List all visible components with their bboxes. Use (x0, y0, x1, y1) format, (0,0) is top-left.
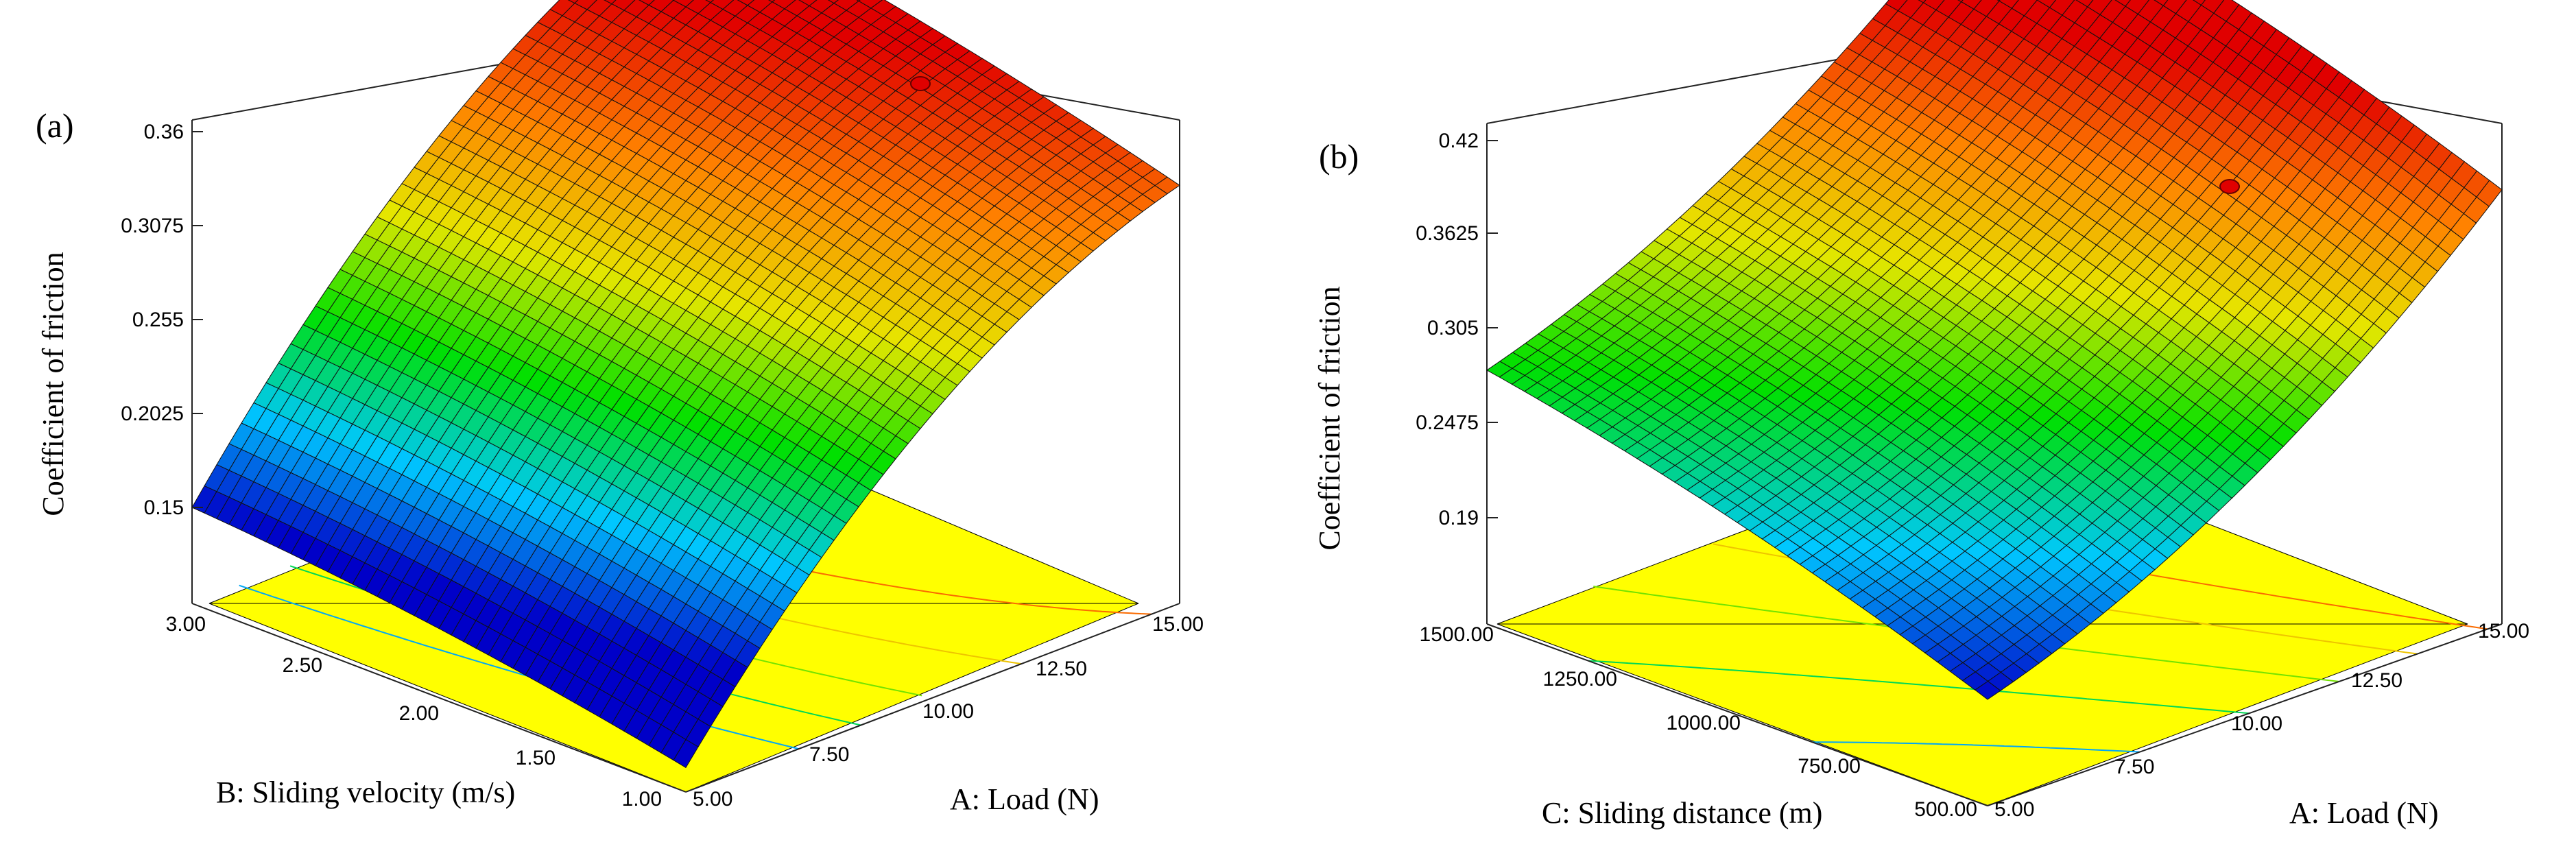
chart-b-box-line (1987, 623, 2503, 806)
chart-a-y-tick-label: 2.00 (399, 702, 439, 725)
chart-a-y-tick-label: 2.50 (283, 654, 322, 677)
chart-a-x-tick-label: 10.00 (922, 700, 974, 723)
chart-a-z-tick-label: 0.36 (144, 121, 184, 143)
chart-b-max-marker (2219, 179, 2240, 194)
surface-cell (604, 0, 617, 5)
chart-a-max-marker (910, 76, 931, 91)
chart-b-y-axis: 1500.00 1250.00 1000.00 750.00 500.00 (1420, 623, 1977, 821)
chart-b-x-tick-label: 12.50 (2351, 669, 2402, 692)
surface-cell (1974, 680, 2001, 700)
chart-b-y-tick-label: 1000.00 (1667, 712, 1741, 734)
chart-b-y-tick-label: 1250.00 (1543, 668, 1617, 691)
chart-b-surface (1486, 0, 2503, 700)
chart-a-panel-label: (a) (36, 106, 74, 145)
chart-a-x-tick-label: 12.50 (1036, 658, 1087, 680)
chart-a-x-tick-label: 15.00 (1152, 613, 1204, 636)
chart-panel-b: 0.19 0.2475 0.305 0.3625 0.42 1500.00 12… (1288, 0, 2576, 864)
chart-b-x-tick-label: 5.00 (1994, 798, 2034, 821)
chart-a-y-tick-label: 3.00 (166, 613, 206, 636)
chart-a-svg: 0.15 0.2025 0.255 0.3075 0.36 3.00 2.50 … (36, 0, 1204, 816)
chart-b-x-tick-label: 10.00 (2231, 712, 2282, 735)
surface-cell (673, 739, 699, 769)
chart-b-y-tick-label: 500.00 (1914, 798, 1977, 821)
chart-b-y-tick-label: 750.00 (1798, 755, 1861, 778)
chart-b-x-tick-label: 7.50 (2114, 756, 2154, 778)
chart-b-box-line (1486, 623, 1988, 806)
contour-line (1812, 741, 2140, 753)
chart-a-box-line (685, 603, 1180, 793)
chart-a-y-tick-label: 1.50 (516, 747, 556, 769)
contour-line (1588, 660, 2250, 715)
chart-a-z-tick-label: 0.15 (144, 496, 184, 519)
chart-b-z-tick-label: 0.42 (1439, 130, 1479, 152)
chart-b-x-axis: 5.00 7.50 10.00 12.50 15.00 (1994, 620, 2529, 821)
chart-panel-a: 0.15 0.2025 0.255 0.3075 0.36 3.00 2.50 … (36, 0, 1204, 816)
chart-a-z-axis: 0.15 0.2025 0.255 0.3075 0.36 (121, 121, 203, 519)
surface-cell (705, 0, 715, 3)
chart-a-z-tick-label: 0.3075 (121, 215, 184, 237)
chart-b-z-axis-title: Coefficient of friction (1313, 286, 1346, 550)
chart-a-y-axis-title: B: Sliding velocity (m/s) (216, 776, 515, 809)
chart-b-panel-label: (b) (1319, 137, 1359, 176)
chart-a-y-axis: 3.00 2.50 2.00 1.50 1.00 (166, 613, 662, 811)
chart-b-z-tick-label: 0.3625 (1416, 222, 1479, 245)
chart-a-z-tick-label: 0.2025 (121, 403, 184, 425)
chart-a-box-line (191, 603, 687, 793)
chart-b-contours (1588, 509, 2488, 753)
chart-a-x-tick-label: 7.50 (809, 743, 849, 766)
chart-b-svg: 0.19 0.2475 0.305 0.3625 0.42 1500.00 12… (1313, 0, 2529, 830)
chart-b-x-axis-title: A: Load (N) (2289, 796, 2439, 830)
chart-b-z-tick-label: 0.305 (1427, 317, 1479, 339)
chart-a-x-axis-title: A: Load (N) (950, 782, 1099, 816)
surface-cell (567, 0, 579, 4)
chart-a-x-axis: 5.00 7.50 10.00 12.50 15.00 (693, 613, 1204, 811)
chart-b-z-tick-label: 0.19 (1439, 507, 1479, 529)
chart-b-y-tick-label: 1500.00 (1420, 623, 1494, 646)
chart-a-z-axis-title: Coefficient of friction (36, 252, 70, 516)
chart-b-z-axis: 0.19 0.2475 0.305 0.3625 0.42 (1416, 130, 1498, 529)
chart-b-x-tick-label: 15.00 (2478, 620, 2529, 643)
surface-cell (827, 0, 839, 4)
chart-b-y-axis-title: C: Sliding distance (m) (1542, 796, 1822, 830)
chart-a-z-tick-label: 0.255 (132, 309, 184, 331)
chart-a-surface (191, 0, 1180, 769)
chart-a-y-tick-label: 1.00 (622, 788, 662, 811)
chart-b-z-tick-label: 0.2475 (1416, 411, 1479, 434)
chart-a-x-tick-label: 5.00 (693, 788, 732, 811)
